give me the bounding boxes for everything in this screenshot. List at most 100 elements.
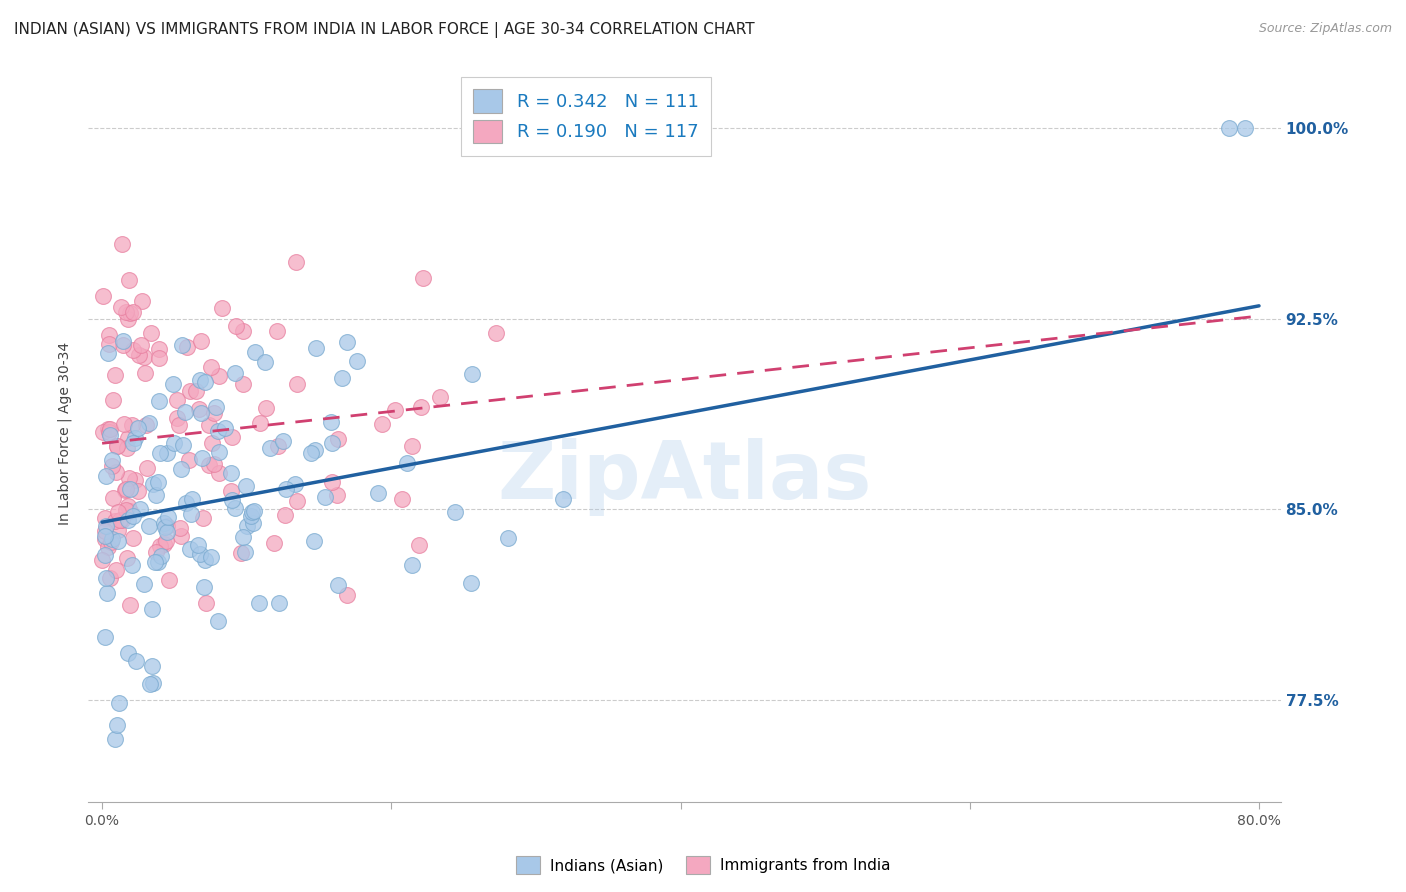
Legend: R = 0.342   N = 111, R = 0.190   N = 117: R = 0.342 N = 111, R = 0.190 N = 117	[461, 77, 711, 156]
Point	[271, 434, 294, 448]
Point	[127, 483, 149, 498]
Point	[207, 424, 229, 438]
Point	[287, 377, 309, 392]
Point	[259, 442, 281, 456]
Point	[142, 476, 165, 491]
Point	[110, 513, 132, 527]
Point	[162, 377, 184, 392]
Point	[117, 273, 139, 287]
Point	[179, 541, 201, 556]
Point	[107, 505, 129, 519]
Point	[267, 595, 290, 609]
Point	[118, 471, 141, 485]
Point	[224, 367, 246, 381]
Point	[170, 462, 193, 476]
Point	[135, 418, 157, 433]
Point	[194, 553, 217, 567]
Point	[267, 439, 290, 453]
Point	[105, 465, 128, 479]
Point	[91, 288, 114, 302]
Point	[167, 418, 190, 433]
Point	[401, 558, 423, 572]
Point	[145, 488, 167, 502]
Point	[173, 405, 195, 419]
Point	[117, 311, 139, 326]
Point	[239, 508, 262, 523]
Point	[138, 677, 160, 691]
Point	[221, 492, 243, 507]
Point	[166, 392, 188, 407]
Point	[266, 324, 288, 338]
Point	[129, 338, 152, 352]
Point	[225, 318, 247, 333]
Point	[263, 535, 285, 549]
Point	[149, 446, 172, 460]
Point	[243, 345, 266, 359]
Point	[235, 479, 257, 493]
Point	[169, 521, 191, 535]
Point	[94, 510, 117, 524]
Point	[152, 537, 174, 551]
Point	[122, 508, 145, 523]
Point	[249, 416, 271, 430]
Point	[155, 524, 177, 539]
Point	[150, 549, 173, 564]
Point	[208, 368, 231, 383]
Point	[460, 576, 482, 591]
Point	[284, 255, 307, 269]
Y-axis label: In Labor Force | Age 30-34: In Labor Force | Age 30-34	[58, 342, 72, 524]
Point	[138, 416, 160, 430]
Point	[117, 499, 139, 513]
Point	[127, 421, 149, 435]
Point	[190, 406, 212, 420]
Point	[408, 538, 430, 552]
Point	[187, 402, 209, 417]
Point	[105, 439, 128, 453]
Point	[188, 547, 211, 561]
Point	[96, 586, 118, 600]
Point	[148, 556, 170, 570]
Point	[94, 548, 117, 562]
Point	[132, 351, 155, 365]
Point	[148, 343, 170, 357]
Point	[101, 452, 124, 467]
Point	[148, 393, 170, 408]
Point	[136, 461, 159, 475]
Point	[156, 509, 179, 524]
Point	[174, 496, 197, 510]
Point	[274, 482, 297, 496]
Point	[328, 577, 350, 591]
Point	[111, 513, 134, 527]
Point	[128, 348, 150, 362]
Point	[202, 406, 225, 420]
Point	[101, 532, 124, 546]
Point	[274, 508, 297, 522]
Point	[117, 441, 139, 455]
Point	[101, 491, 124, 505]
Point	[142, 676, 165, 690]
Point	[221, 429, 243, 443]
Point	[121, 558, 143, 573]
Point	[208, 445, 231, 459]
Point	[231, 546, 253, 560]
Point	[145, 545, 167, 559]
Point	[131, 293, 153, 308]
Point	[326, 488, 349, 502]
Point	[97, 327, 120, 342]
Point	[198, 418, 221, 433]
Point	[98, 422, 121, 436]
Point	[100, 535, 122, 549]
Point	[321, 435, 343, 450]
Point	[285, 493, 308, 508]
Point	[444, 504, 467, 518]
Point	[326, 432, 349, 446]
Point	[221, 466, 243, 480]
Point	[232, 324, 254, 338]
Point	[122, 305, 145, 319]
Point	[202, 457, 225, 471]
Point	[121, 343, 143, 357]
Point	[149, 539, 172, 553]
Point	[243, 503, 266, 517]
Point	[132, 577, 155, 591]
Point	[118, 306, 141, 320]
